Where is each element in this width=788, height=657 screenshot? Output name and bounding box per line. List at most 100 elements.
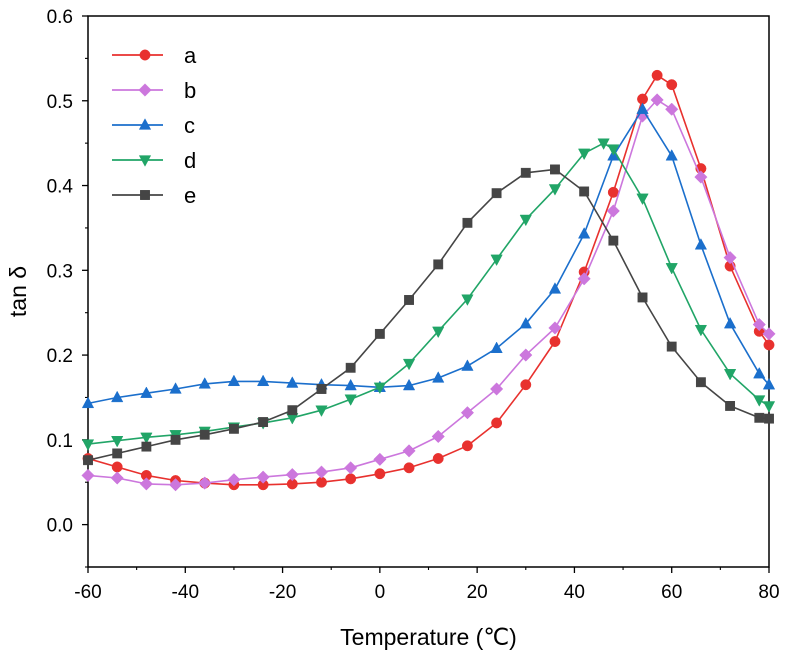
data-point-a [461, 440, 473, 452]
data-point-b [548, 321, 562, 335]
data-point-c [402, 378, 416, 391]
y-tick-labels: 0.0 0.1 0.2 0.3 0.4 0.5 0.6 [47, 7, 74, 537]
data-point-e [666, 341, 677, 352]
data-point-b [723, 250, 737, 265]
y-tick-label: 0.0 [47, 516, 73, 537]
x-tick-label: 20 [467, 582, 488, 603]
y-tick-label: 0.4 [47, 177, 74, 198]
data-point-a [549, 336, 561, 347]
data-point-b [256, 470, 270, 484]
data-point-e [608, 235, 619, 246]
data-point-b [110, 471, 124, 485]
data-point-e [404, 295, 414, 305]
data-point-d [762, 401, 776, 413]
data-point-e [316, 384, 327, 394]
data-point-e [374, 328, 385, 339]
series-layer [81, 69, 776, 492]
data-point-e [754, 412, 765, 423]
x-tick-label: -60 [74, 582, 101, 603]
data-point-b [168, 478, 183, 492]
data-point-c [227, 374, 241, 387]
data-point-e [170, 434, 181, 445]
data-point-a [651, 69, 663, 81]
data-point-b [577, 272, 591, 286]
data-point-b [81, 468, 95, 483]
data-point-c [665, 149, 678, 161]
data-point-b [373, 452, 387, 466]
legend-item-d: d [112, 148, 196, 173]
data-point-d [636, 193, 649, 206]
axis-ticks [82, 15, 770, 573]
data-point-e [695, 377, 706, 388]
data-point-b [198, 476, 212, 490]
data-point-b [762, 327, 776, 341]
data-point-a [111, 461, 123, 473]
legend-marker-c [138, 118, 152, 130]
data-point-d [81, 439, 95, 451]
data-point-d [519, 214, 532, 227]
data-point-d [432, 326, 445, 339]
data-point-e [491, 188, 502, 199]
data-point-c [636, 102, 649, 114]
x-tick-label: 80 [758, 582, 779, 603]
data-point-e [520, 167, 531, 178]
data-point-e [462, 217, 473, 228]
data-point-a [607, 186, 619, 198]
y-tick-label: 0.5 [47, 92, 73, 113]
data-point-a [374, 468, 386, 480]
data-point-d [140, 432, 153, 445]
data-point-a [403, 462, 415, 474]
data-point-e [637, 292, 648, 303]
data-point-c [753, 366, 766, 379]
data-point-b [490, 382, 504, 396]
data-point-c [169, 382, 182, 394]
data-point-b [694, 170, 708, 184]
series-e [83, 164, 774, 466]
data-point-e [258, 417, 269, 427]
data-point-b [606, 204, 620, 218]
data-point-d [373, 382, 386, 395]
data-point-c [256, 374, 270, 387]
data-point-d [665, 263, 678, 275]
data-point-e [550, 164, 560, 175]
data-point-c [548, 282, 562, 294]
data-point-d [344, 394, 357, 406]
data-point-b [665, 102, 679, 116]
data-point-c [578, 227, 591, 239]
data-point-d [315, 405, 328, 417]
legend-label-e: e [184, 183, 196, 208]
y-tick-label: 0.6 [47, 7, 73, 28]
legend-item-a: a [112, 43, 197, 68]
data-point-d [402, 358, 416, 371]
x-tick-labels: -60 -40 -20 0 20 40 60 80 [74, 582, 779, 603]
series-line-e [88, 168, 769, 461]
data-point-c [111, 390, 124, 403]
data-point-a [345, 473, 357, 485]
x-axis-title: Temperature (℃) [340, 624, 517, 650]
x-tick-label: 60 [661, 582, 682, 603]
data-point-d [111, 436, 124, 448]
data-point-c [81, 396, 95, 409]
data-point-e [764, 413, 774, 424]
data-point-d [607, 144, 620, 156]
data-point-c [723, 316, 737, 329]
data-point-b [344, 461, 358, 475]
data-point-d [753, 395, 766, 407]
data-point-c [198, 377, 211, 389]
data-point-d [548, 184, 562, 196]
data-point-b [650, 93, 664, 107]
data-point-e [112, 448, 123, 459]
legend-label-a: a [184, 43, 197, 68]
data-point-a [432, 453, 444, 464]
data-point-d [723, 369, 737, 381]
y-tick-label: 0.1 [47, 431, 73, 452]
data-point-c [140, 386, 153, 398]
legend-label-b: b [184, 78, 196, 103]
legend-item-c: c [112, 113, 195, 138]
legend-marker-b [138, 83, 152, 97]
legend-item-e: e [112, 183, 196, 208]
legend-item-b: b [112, 78, 196, 103]
data-point-c [762, 377, 776, 390]
data-point-d [597, 138, 610, 150]
data-point-e [287, 405, 298, 416]
